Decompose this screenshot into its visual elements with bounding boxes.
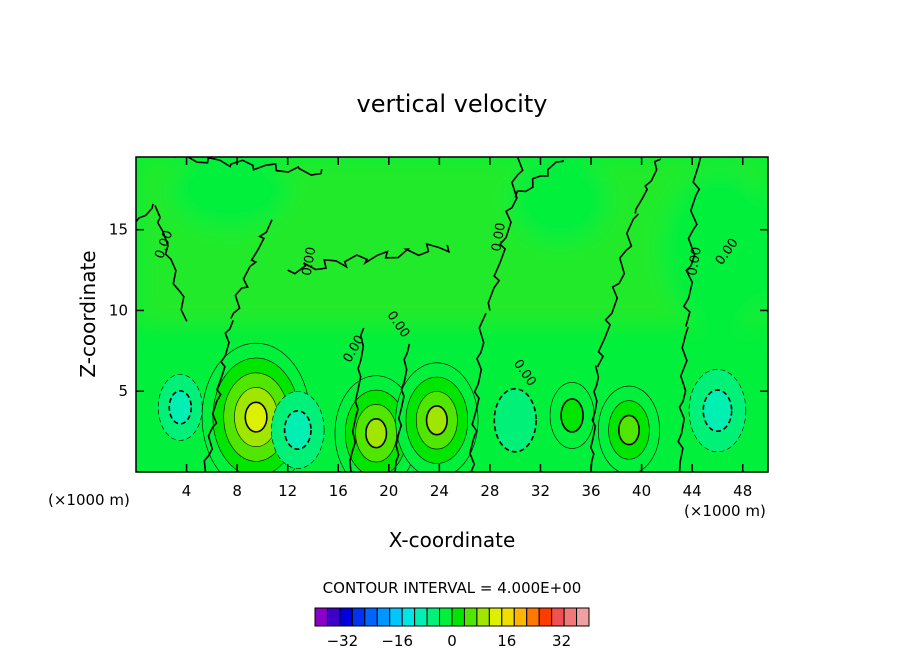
colorbar [314, 607, 590, 627]
zero-contour-line [677, 326, 689, 472]
contour-label: 0.00 [685, 246, 705, 277]
colorbar-swatch [426, 607, 441, 627]
x-axis-ticks: 4 8 12 16 20 24 28 32 36 40 44 48 [182, 157, 752, 500]
colorbar-swatch [551, 607, 565, 627]
colorbar-swatch [476, 607, 490, 627]
x-tick-label: 28 [480, 482, 499, 500]
colorbar-swatch [488, 607, 503, 627]
colorbar-swatch [451, 607, 465, 627]
colorbar-tick-label: −16 [381, 632, 413, 650]
velocity-contour-ring [365, 418, 388, 449]
x-tick-label: 36 [581, 482, 600, 500]
zero-contour-line [349, 327, 365, 472]
colorbar-swatch [563, 607, 578, 627]
zero-contour-line [230, 219, 273, 319]
velocity-contour-ring [283, 409, 312, 450]
x-tick-label: 12 [278, 482, 297, 500]
colorbar-swatch [501, 607, 515, 627]
velocity-contour-ring [168, 390, 193, 425]
colorbar-tick-label: 16 [497, 632, 516, 650]
x-tick-label: 16 [329, 482, 348, 500]
contour-interval-label: CONTOUR INTERVAL = 4.000E+00 [323, 579, 582, 597]
colorbar-swatch [364, 607, 378, 627]
colorbar-swatch [401, 607, 416, 627]
plot-frame [135, 156, 769, 473]
velocity-cell-downdraft [688, 369, 747, 453]
colorbar-swatch [439, 607, 453, 627]
colorbar-swatch [339, 607, 353, 627]
colorbar-swatch [351, 607, 366, 627]
velocity-cell-downdraft [271, 391, 325, 469]
zero-contours [136, 157, 702, 472]
velocity-contour-ring [493, 388, 537, 453]
x-tick-label: 4 [182, 482, 192, 500]
zero-contour-line [634, 158, 662, 214]
colorbar-swatch [314, 607, 328, 627]
zero-contour-line [596, 213, 639, 368]
plot-area: 0.000.000.000.000.000.000.00 0.00 [136, 157, 768, 472]
x-tick-label: 48 [733, 482, 752, 500]
chart-title: vertical velocity [357, 90, 548, 118]
zero-contour-line [173, 157, 323, 176]
velocity-cells [157, 342, 747, 472]
x-unit-label: (×1000 m) [48, 491, 130, 509]
colorbar-swatch [513, 607, 528, 627]
y-axis-label: Z-coordinate [76, 250, 100, 377]
y-tick-label: 5 [118, 382, 128, 400]
y-tick-label: 10 [109, 301, 128, 319]
colorbar-tick-labels: −32 −16 0 16 32 [327, 632, 572, 650]
x-tick-label: 24 [430, 482, 449, 500]
contour-label: 0.00 [489, 222, 509, 253]
x-axis-label: X-coordinate [389, 528, 516, 552]
colorbar-tick-label: 0 [447, 632, 457, 650]
contour-label: 0.00 [300, 246, 320, 277]
zero-contour-line [514, 159, 564, 198]
velocity-cell-updraft [598, 385, 660, 472]
colorbar-swatch [538, 607, 553, 627]
y-unit-label: (×1000 m) [684, 502, 766, 520]
colorbar-tick-label: −32 [327, 632, 359, 650]
zero-contour-line [136, 203, 154, 223]
colorbar-swatch [463, 607, 478, 627]
velocity-contour-ring [244, 401, 268, 433]
x-tick-label: 44 [683, 482, 702, 500]
zero-contour-line [487, 157, 524, 311]
velocity-cell-downdraft [493, 388, 537, 453]
velocity-contour-ring [617, 414, 640, 446]
x-tick-label: 8 [232, 482, 242, 500]
zero-contour-line [589, 365, 600, 472]
colorbar-swatch [526, 607, 540, 627]
zero-contour-line [394, 343, 411, 472]
colorbar-tick-label: 32 [552, 632, 571, 650]
y-tick-label: 15 [109, 221, 128, 239]
zero-contour-line [154, 205, 188, 322]
zero-contour-line [203, 320, 234, 472]
velocity-contour-ring [702, 389, 733, 433]
colorbar-swatch [414, 607, 428, 627]
velocity-cell-updraft [549, 382, 595, 449]
velocity-contour-ring [425, 405, 448, 436]
zero-contour-line [469, 312, 487, 472]
colorbar-swatch [389, 607, 403, 627]
zero-contour-line [287, 242, 451, 275]
upper-layer-shading [136, 157, 768, 330]
colorbar-swatch [326, 607, 341, 627]
velocity-contour-ring [560, 398, 584, 433]
x-tick-label: 32 [531, 482, 550, 500]
velocity-cell-downdraft [157, 374, 203, 441]
y-axis-ticks: 5 10 15 [109, 221, 768, 400]
zero-contour-line [682, 157, 702, 327]
velocity-cell-updraft [395, 362, 479, 472]
x-tick-label: 40 [632, 482, 651, 500]
x-tick-label: 20 [379, 482, 398, 500]
colorbar-swatch [376, 607, 391, 627]
colorbar-swatch [576, 607, 590, 627]
